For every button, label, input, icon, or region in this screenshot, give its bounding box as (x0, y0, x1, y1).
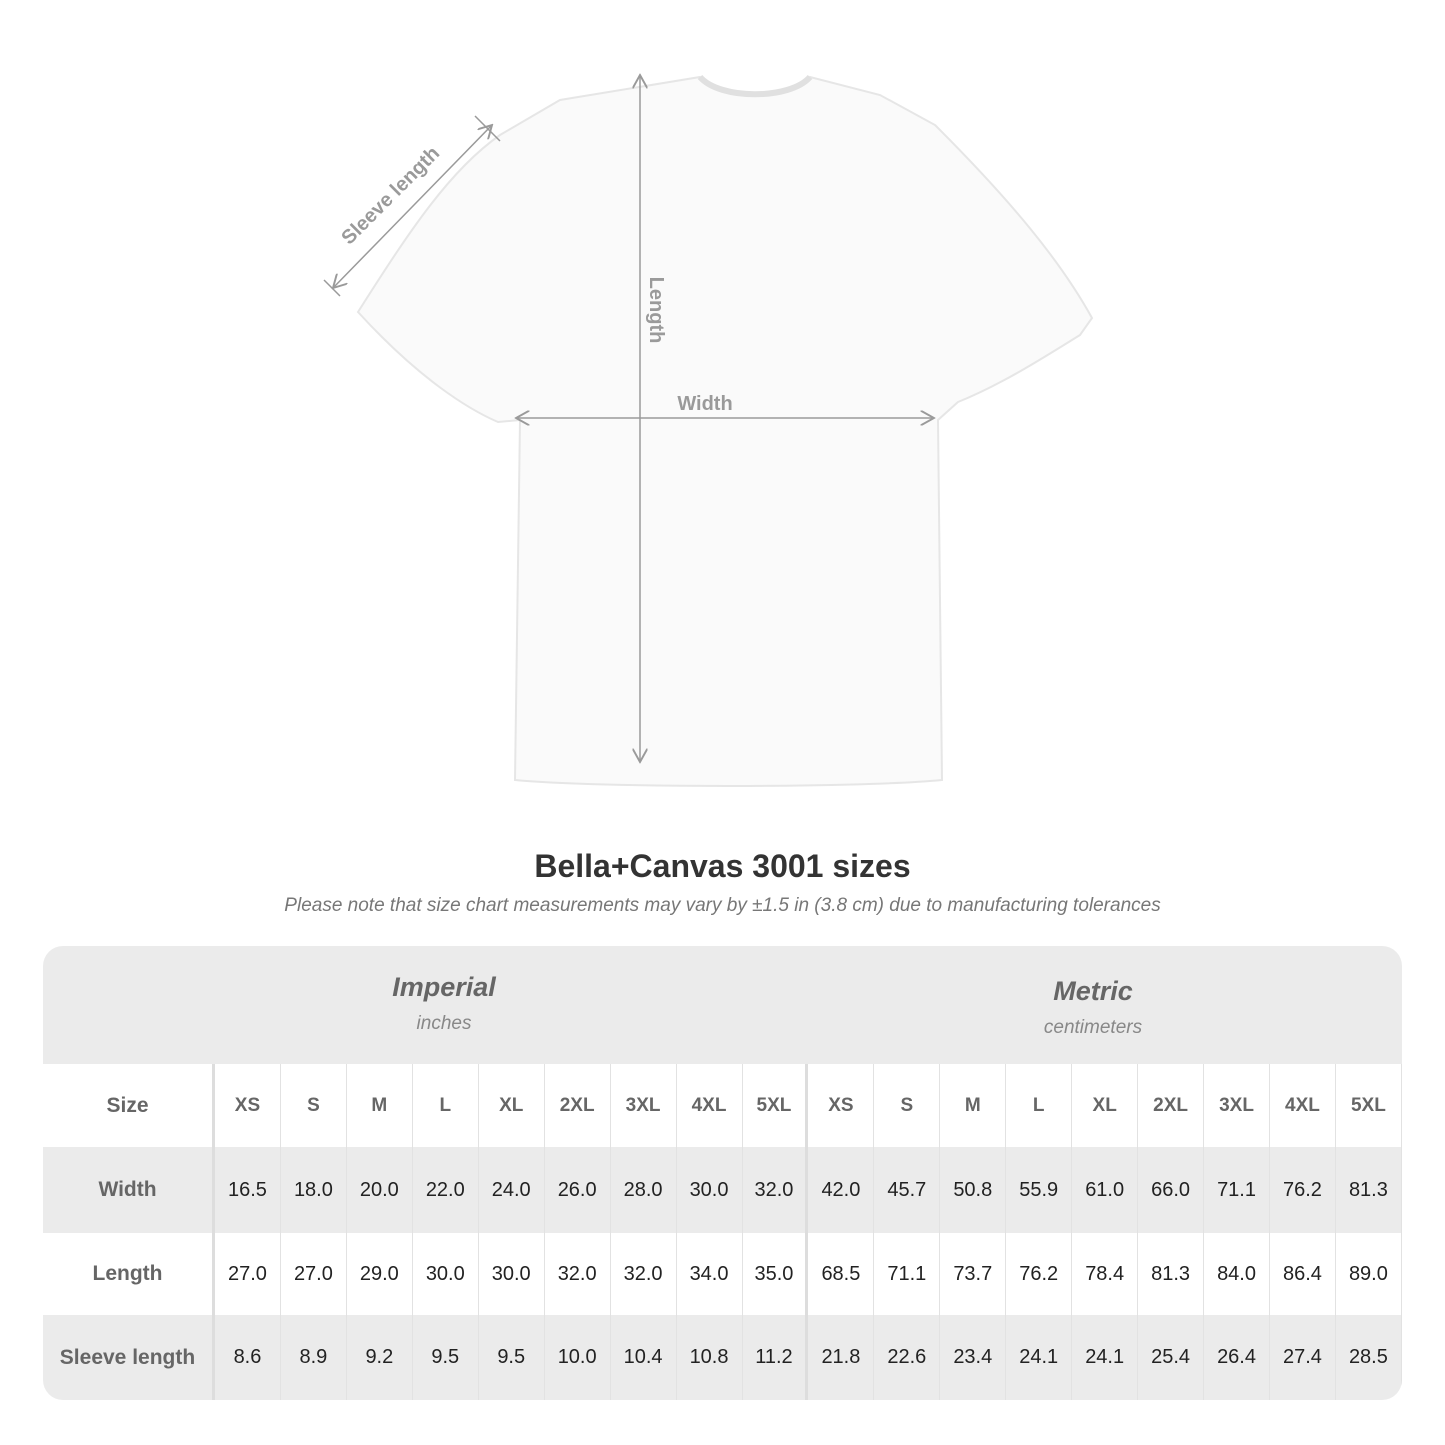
metric-header: Metric centimeters (893, 976, 1293, 1039)
metric-cell: 76.2 (1270, 1147, 1336, 1233)
imperial-cell: 32.0 (743, 1147, 809, 1233)
size-header-imperial: 4XL (677, 1064, 743, 1147)
imperial-cell: 35.0 (743, 1233, 809, 1315)
size-header-metric: 2XL (1138, 1064, 1205, 1147)
size-header-imperial: XL (479, 1064, 545, 1147)
metric-cell: 21.8 (808, 1315, 875, 1400)
tolerance-note: Please note that size chart measurements… (284, 895, 1161, 916)
sleeve-length-arrow (333, 125, 492, 288)
metric-cell: 27.4 (1270, 1315, 1336, 1400)
table-row: Sleeve length 8.6 8.9 9.2 9.5 9.5 10.0 10.4 10.8… (43, 1315, 1402, 1400)
imperial-cell: 28.0 (611, 1147, 677, 1233)
metric-cell: 71.1 (874, 1233, 941, 1315)
length-label: Length (645, 277, 667, 344)
imperial-cell: 27.0 (281, 1233, 347, 1315)
metric-cell: 24.1 (1072, 1315, 1139, 1400)
imperial-cell: 32.0 (545, 1233, 611, 1315)
row-label: Width (43, 1147, 215, 1233)
imperial-title: Imperial (392, 972, 496, 1002)
metric-cell: 78.4 (1072, 1233, 1139, 1315)
imperial-cell: 8.9 (281, 1315, 347, 1400)
metric-cell: 81.3 (1138, 1233, 1205, 1315)
size-header-metric: 3XL (1204, 1064, 1270, 1147)
metric-cell: 86.4 (1270, 1233, 1336, 1315)
metric-cell: 73.7 (940, 1233, 1007, 1315)
metric-cell: 26.4 (1204, 1315, 1270, 1400)
metric-cell: 84.0 (1204, 1233, 1270, 1315)
metric-cell: 28.5 (1336, 1315, 1402, 1400)
size-header-imperial: 3XL (611, 1064, 677, 1147)
row-label: Length (43, 1233, 215, 1315)
metric-cell: 71.1 (1204, 1147, 1270, 1233)
metric-cell: 89.0 (1336, 1233, 1402, 1315)
metric-cell: 24.1 (1006, 1315, 1073, 1400)
row-label: Sleeve length (43, 1315, 215, 1400)
imperial-cell: 18.0 (281, 1147, 347, 1233)
size-header-imperial: L (413, 1064, 479, 1147)
imperial-cell: 30.0 (479, 1233, 545, 1315)
table-row: Length 27.0 27.0 29.0 30.0 30.0 32.0 32.0 34.0 35… (43, 1233, 1402, 1315)
imperial-cell: 10.8 (677, 1315, 743, 1400)
size-table: Imperial inches Metric centimeters Size X… (43, 946, 1402, 1400)
metric-cell: 50.8 (940, 1147, 1007, 1233)
size-header-imperial: XS (215, 1064, 281, 1147)
page-title: Bella+Canvas 3001 sizes (534, 848, 911, 884)
imperial-cell: 9.5 (413, 1315, 479, 1400)
imperial-cell: 8.6 (215, 1315, 281, 1400)
imperial-cell: 16.5 (215, 1147, 281, 1233)
size-header-metric: XS (808, 1064, 875, 1147)
size-header-metric: M (940, 1064, 1007, 1147)
imperial-cell: 26.0 (545, 1147, 611, 1233)
size-header-metric: 5XL (1336, 1064, 1402, 1147)
metric-cell: 55.9 (1006, 1147, 1073, 1233)
imperial-cell: 9.5 (479, 1315, 545, 1400)
imperial-cell: 10.4 (611, 1315, 677, 1400)
imperial-cell: 24.0 (479, 1147, 545, 1233)
size-label: Size (43, 1064, 215, 1147)
metric-cell: 66.0 (1138, 1147, 1205, 1233)
imperial-cell: 30.0 (677, 1147, 743, 1233)
metric-cell: 22.6 (874, 1315, 941, 1400)
size-header-metric: S (874, 1064, 941, 1147)
size-header-imperial: 5XL (743, 1064, 809, 1147)
metric-cell: 25.4 (1138, 1315, 1205, 1400)
size-header-row: Size XS S M L XL 2XL 3XL 4XL 5XL XS S M L XL 2XL 3XL 4XL 5… (43, 1064, 1402, 1147)
table-row: Width 16.5 18.0 20.0 22.0 24.0 26.0 28.0 30.0 32.… (43, 1147, 1402, 1233)
imperial-cell: 32.0 (611, 1233, 677, 1315)
size-header-metric: L (1006, 1064, 1073, 1147)
imperial-cell: 22.0 (413, 1147, 479, 1233)
imperial-unit: inches (416, 1013, 472, 1034)
imperial-cell: 11.2 (743, 1315, 809, 1400)
imperial-header: Imperial inches (244, 972, 644, 1035)
width-label: Width (677, 393, 732, 415)
size-header-metric: 4XL (1270, 1064, 1336, 1147)
size-header-metric: XL (1072, 1064, 1139, 1147)
unit-header: Imperial inches Metric centimeters (43, 946, 1402, 1064)
metric-cell: 45.7 (874, 1147, 941, 1233)
metric-unit: centimeters (1043, 1017, 1143, 1038)
imperial-cell: 30.0 (413, 1233, 479, 1315)
tshirt-shape (356, 75, 1094, 787)
metric-cell: 42.0 (808, 1147, 875, 1233)
metric-cell: 76.2 (1006, 1233, 1073, 1315)
metric-cell: 81.3 (1336, 1147, 1402, 1233)
imperial-cell: 20.0 (347, 1147, 413, 1233)
tshirt-diagram: Sleeve length Length Width (323, 0, 1094, 787)
size-header-imperial: 2XL (545, 1064, 611, 1147)
imperial-cell: 10.0 (545, 1315, 611, 1400)
metric-cell: 23.4 (940, 1315, 1007, 1400)
imperial-cell: 29.0 (347, 1233, 413, 1315)
metric-cell: 68.5 (808, 1233, 875, 1315)
size-header-imperial: S (281, 1064, 347, 1147)
imperial-cell: 9.2 (347, 1315, 413, 1400)
imperial-cell: 34.0 (677, 1233, 743, 1315)
metric-cell: 61.0 (1072, 1147, 1139, 1233)
imperial-cell: 27.0 (215, 1233, 281, 1315)
metric-title: Metric (1053, 976, 1133, 1006)
size-header-imperial: M (347, 1064, 413, 1147)
